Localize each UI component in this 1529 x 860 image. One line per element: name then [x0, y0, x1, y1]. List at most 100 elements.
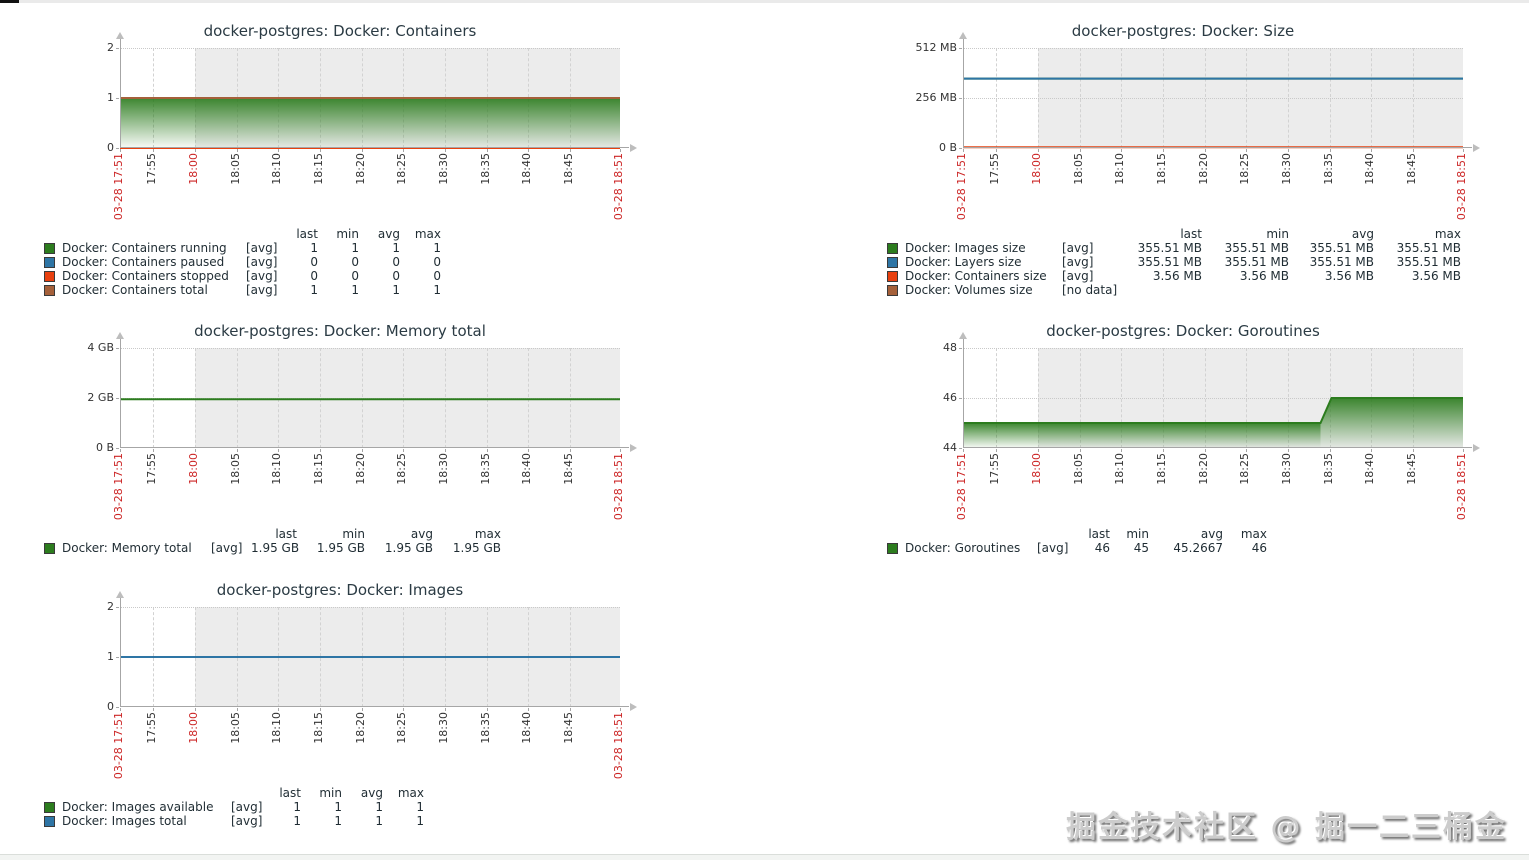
legend-header: max	[474, 527, 501, 541]
x-tick-label: 03-28 17:51	[112, 153, 125, 221]
legend-value: 3.56 MB	[1324, 269, 1374, 283]
legend-swatch-cell	[887, 541, 905, 555]
plot-area[interactable]	[959, 32, 1480, 152]
chart-panel-images: docker-postgres: Docker: Images last min a…	[44, 581, 637, 860]
legend-function: [avg]	[231, 814, 263, 828]
legend-header-spacer	[231, 786, 271, 800]
x-tick-mark	[1204, 149, 1206, 152]
x-tick-mark	[445, 149, 446, 152]
legend-function: [avg]	[1062, 255, 1094, 269]
plot-area[interactable]	[116, 332, 637, 452]
x-tick-mark	[361, 449, 363, 452]
x-tick-mark	[361, 708, 363, 711]
x-tick-label: 18:45	[562, 153, 575, 185]
x-tick-label: 18:40	[1363, 453, 1377, 485]
legend-header-spacer	[1037, 527, 1077, 541]
legend-value: 3.56 MB	[1239, 269, 1289, 283]
legend-value: 0	[310, 269, 318, 283]
legend-value: 1.95 GB	[452, 541, 501, 555]
x-tick-mark	[486, 708, 488, 711]
legend-header: last	[275, 527, 297, 541]
x-tick-label: 03-28 18:51	[612, 453, 625, 521]
y-tick-mark	[116, 148, 119, 149]
x-tick-mark	[278, 449, 280, 452]
legend-value: 1.95 GB	[384, 541, 433, 555]
legend-swatch	[44, 542, 55, 554]
x-tick-mark	[996, 149, 998, 152]
legend-value: 355.51 MB	[1224, 241, 1289, 255]
x-tick-label: 18:00	[1030, 453, 1043, 485]
legend-label: Docker: Images size	[905, 241, 1026, 255]
legend-function: [avg]	[246, 241, 278, 255]
x-tick-mark	[1371, 449, 1373, 452]
x-tick-label: 18:40	[520, 153, 534, 185]
x-axis	[120, 447, 629, 448]
y-tick-mark	[116, 448, 119, 449]
x-tick-mark	[570, 708, 571, 711]
legend-value	[1374, 283, 1461, 297]
series-layer	[120, 656, 620, 658]
chart-title: docker-postgres: Docker: Containers	[203, 22, 477, 40]
x-tick-mark	[528, 149, 530, 152]
x-tick-label: 18:05	[228, 453, 242, 485]
x-tick-mark	[486, 149, 488, 152]
legend-value: 1	[293, 800, 301, 814]
legend-swatch	[44, 242, 55, 254]
y-tick-label: 46	[943, 391, 957, 404]
y-tick-label: 4 GB	[87, 341, 114, 354]
legend-value: 1.95 GB	[316, 541, 365, 555]
legend-label: Docker: Volumes size	[905, 283, 1033, 297]
y-tick-mark	[959, 98, 962, 99]
legend-header: avg	[1200, 527, 1223, 541]
x-tick-label: 18:25	[395, 453, 409, 485]
legend-value: 355.51 MB	[1309, 255, 1374, 269]
legend-function: [no data]	[1062, 283, 1118, 297]
x-tick-label: 03-28 18:51	[1455, 153, 1468, 221]
x-axis-arrow-icon	[630, 444, 637, 452]
legend-header-spacer	[62, 527, 211, 541]
plot-area[interactable]	[116, 32, 637, 152]
legend-header: max	[1434, 227, 1461, 241]
x-tick-mark	[570, 449, 571, 452]
legend-swatch	[887, 270, 898, 282]
plot-area[interactable]	[959, 332, 1480, 452]
x-tick-label: 18:35	[1321, 153, 1335, 185]
x-tick-mark	[1329, 149, 1331, 152]
x-tick-mark	[445, 708, 446, 711]
legend-value: 1	[293, 814, 301, 828]
chart-panel-size: docker-postgres: Docker: Size last min avg…	[887, 22, 1480, 322]
x-tick-label: 17:55	[145, 153, 159, 185]
y-axis-arrow-icon	[116, 332, 124, 339]
y-tick-mark	[116, 607, 119, 608]
y-tick-label: 1	[107, 650, 114, 663]
legend-value: 0	[310, 255, 318, 269]
x-tick-mark	[120, 449, 121, 452]
legend-header: min	[342, 527, 365, 541]
top-edge-strip	[0, 0, 1529, 3]
legend-value: 0	[392, 269, 400, 283]
legend-swatch-cell	[887, 269, 905, 283]
y-tick-mark	[959, 448, 962, 449]
x-tick-mark	[236, 149, 238, 152]
legend-value	[1202, 283, 1289, 297]
legend-header: min	[319, 786, 342, 800]
x-tick-mark	[195, 708, 196, 711]
x-tick-label: 18:05	[1071, 453, 1085, 485]
y-tick-label: 0 B	[95, 441, 114, 454]
x-tick-label: 18:00	[1030, 153, 1043, 185]
y-tick-label: 48	[943, 341, 957, 354]
legend-value	[1289, 283, 1374, 297]
y-tick-mark	[116, 98, 119, 99]
top-edge-black-chip	[0, 0, 19, 3]
x-tick-mark	[320, 449, 321, 452]
legend-header-spacer	[44, 786, 62, 800]
y-tick-mark	[116, 398, 119, 399]
bottom-edge-strip	[0, 854, 1529, 860]
x-axis-arrow-icon	[1473, 444, 1480, 452]
x-tick-label: 17:55	[988, 453, 1002, 485]
x-tick-mark	[1413, 449, 1414, 452]
plot-area[interactable]	[116, 591, 637, 711]
x-tick-mark	[153, 449, 155, 452]
legend-function: [avg]	[231, 800, 263, 814]
x-tick-label: 18:15	[1155, 453, 1168, 485]
